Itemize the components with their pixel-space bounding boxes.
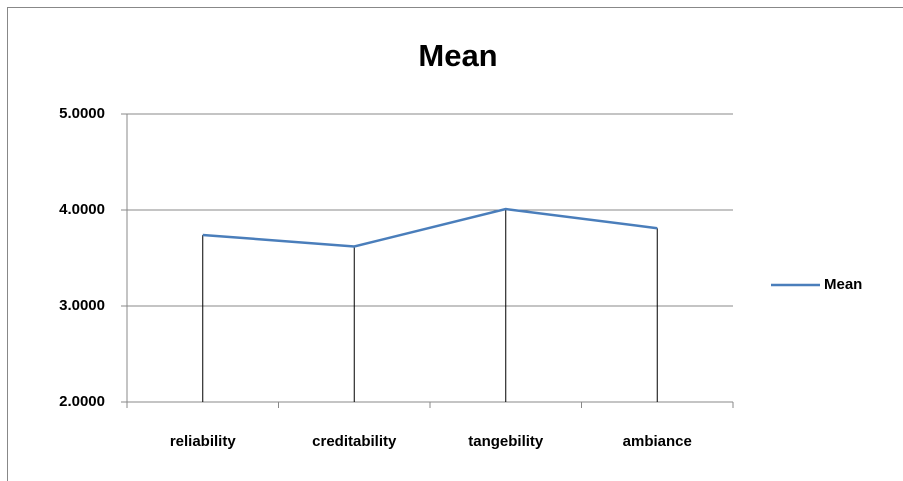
y-tick-label: 3.0000: [59, 297, 105, 314]
chart-title: Mean: [418, 38, 497, 73]
y-tick-label: 5.0000: [59, 105, 105, 122]
x-tick-label: reliability: [170, 433, 237, 450]
x-tick-label: tangebility: [468, 433, 544, 450]
y-tick-label: 2.0000: [59, 393, 105, 410]
x-tick-label: creditability: [312, 433, 397, 450]
series-line: [202, 207, 658, 248]
chart-border: [7, 7, 903, 481]
x-tick-label: ambiance: [623, 433, 692, 450]
legend-label: Mean: [824, 276, 862, 293]
y-tick-label: 4.0000: [59, 201, 105, 218]
